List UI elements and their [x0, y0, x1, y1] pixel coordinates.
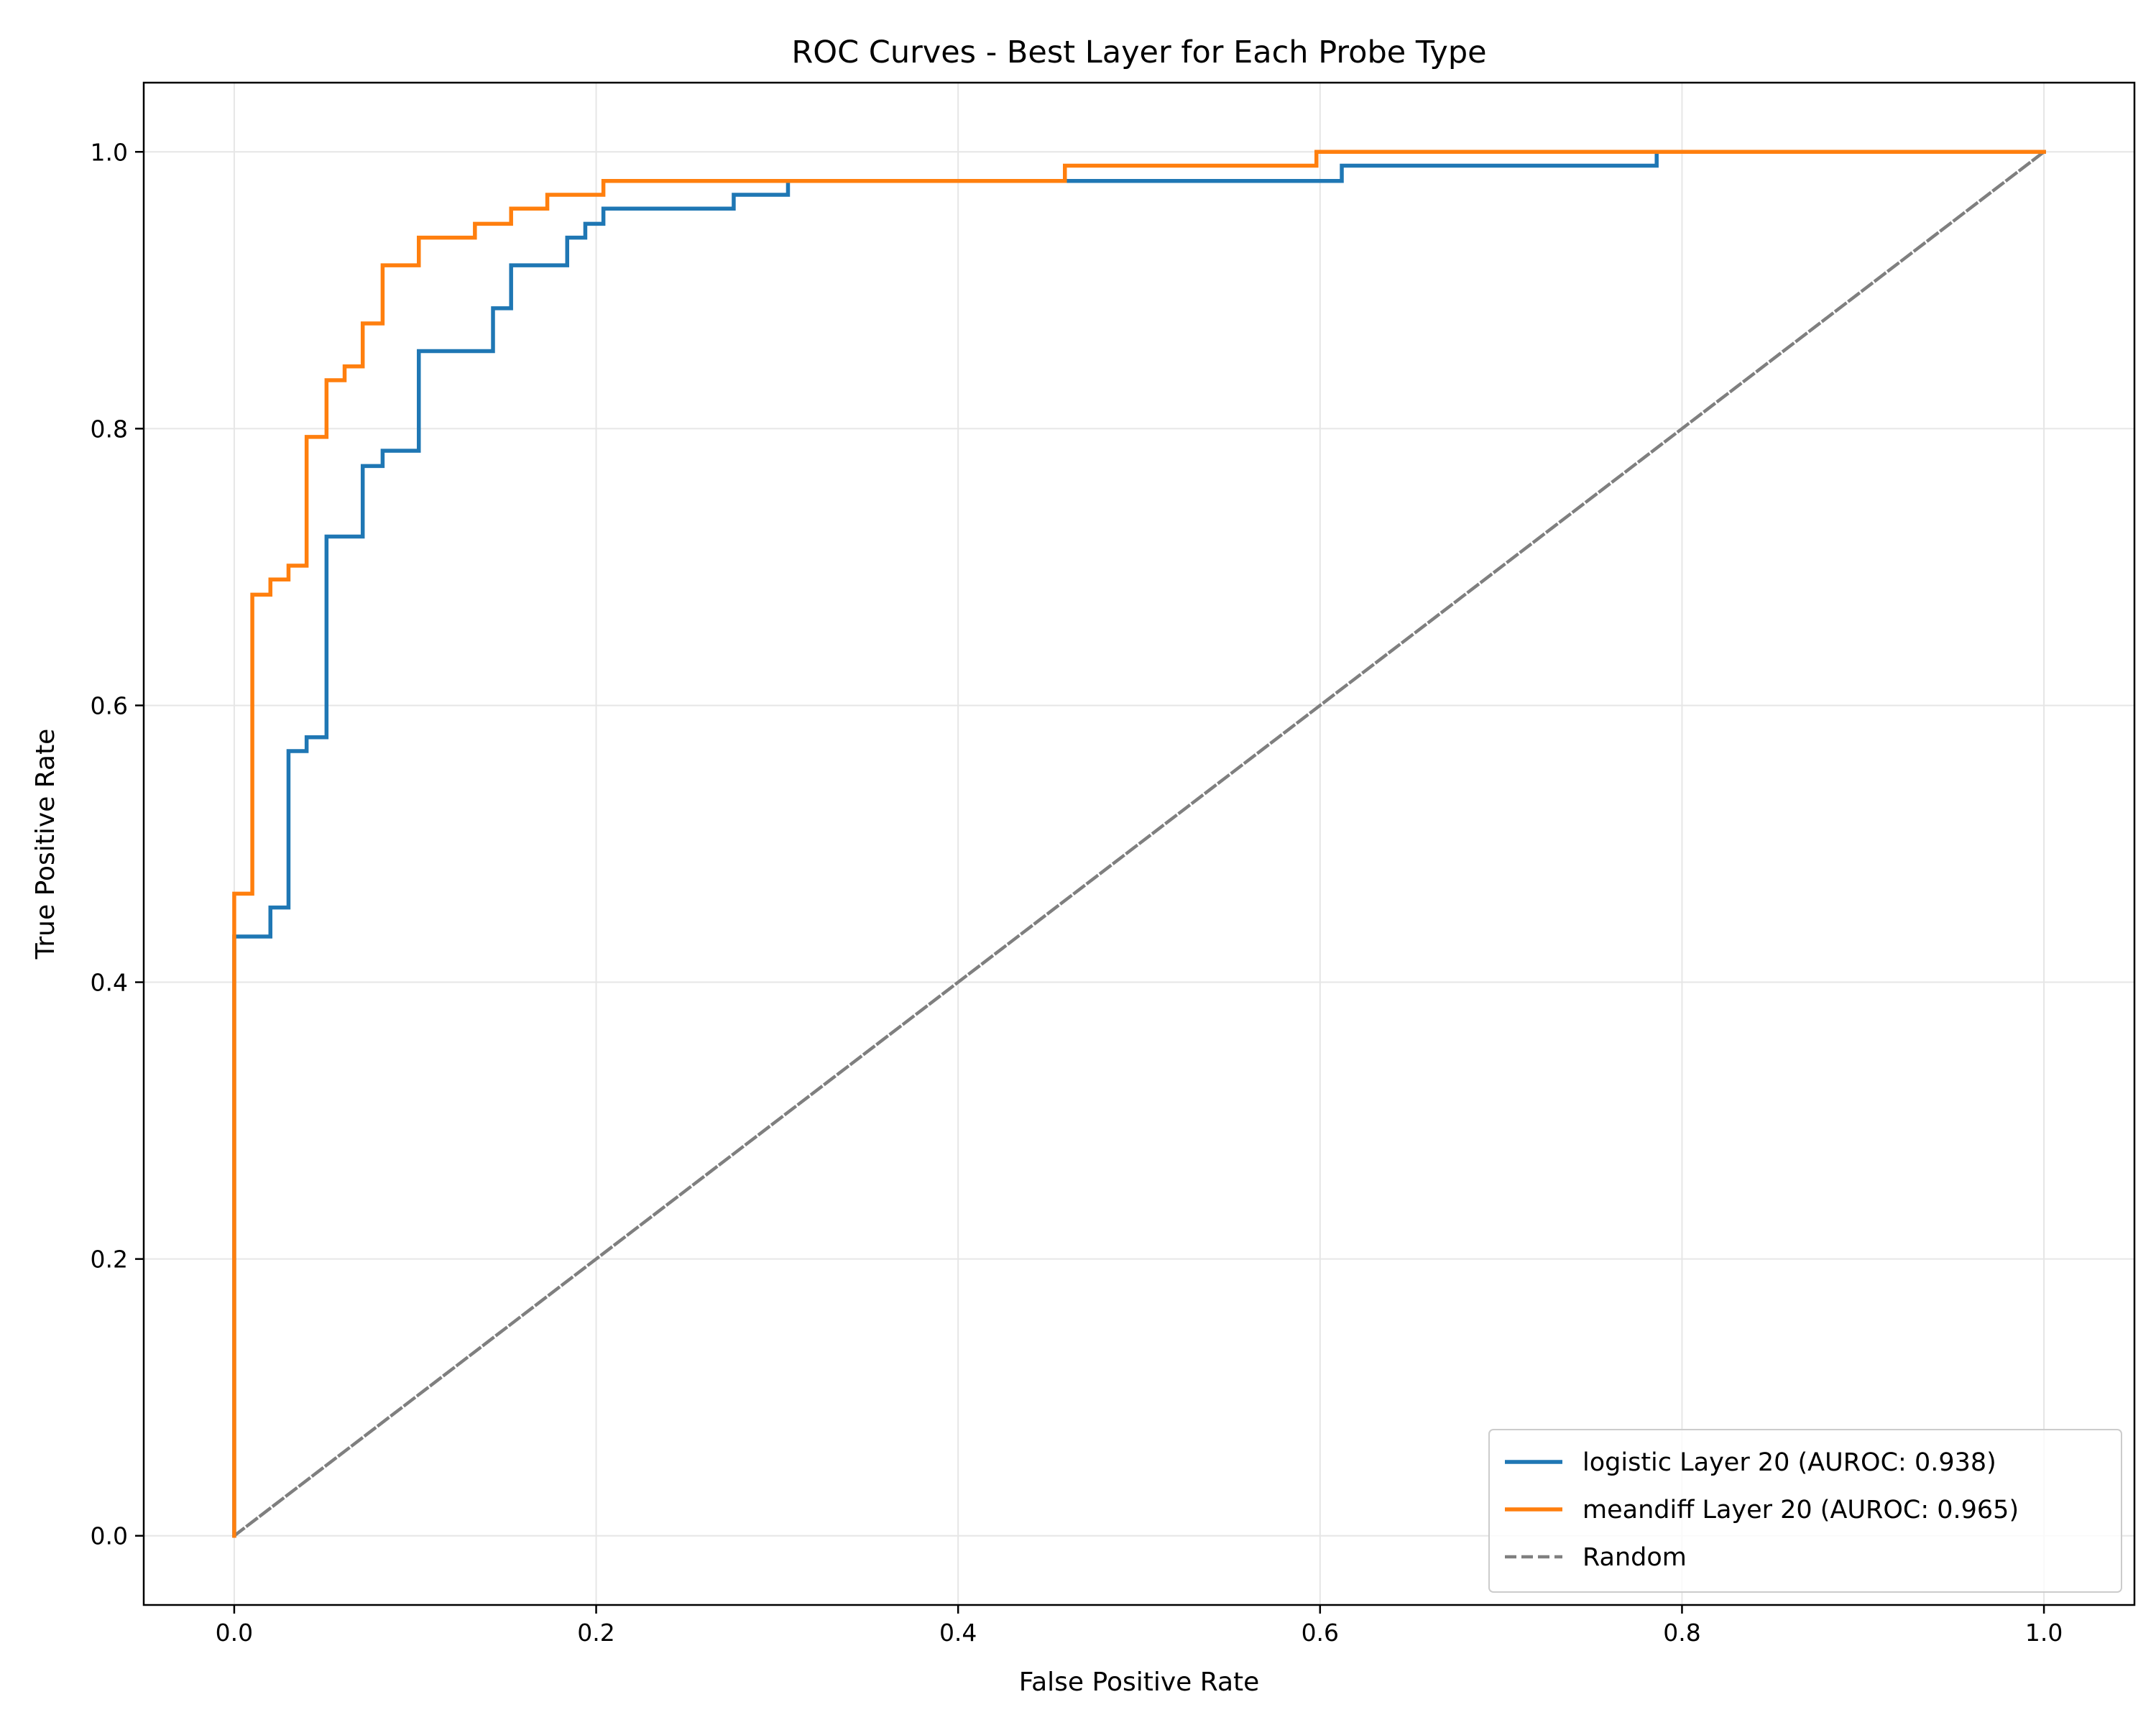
- legend: logistic Layer 20 (AUROC: 0.938) meandiff…: [1488, 1429, 2122, 1593]
- y-tick-label: 0.4: [91, 969, 128, 997]
- y-tick-label: 0.8: [91, 415, 128, 443]
- x-tick-label: 1.0: [2025, 1619, 2063, 1647]
- legend-label: meandiff Layer 20 (AUROC: 0.965): [1583, 1496, 2019, 1524]
- x-tick-label: 0.2: [577, 1619, 614, 1647]
- x-tick-label: 0.8: [1663, 1619, 1700, 1647]
- y-axis-label: True Positive Rate: [31, 729, 60, 960]
- x-axis-label: False Positive Rate: [1019, 1668, 1260, 1697]
- axis-ticks: 0.0 0.2 0.4 0.6 0.8 1.0 0.0 0.2 0.4 0.6 0.8 1.0: [91, 138, 2063, 1647]
- legend-label: Random: [1583, 1543, 1687, 1572]
- legend-label: logistic Layer 20 (AUROC: 0.938): [1583, 1448, 1996, 1477]
- y-tick-label: 0.2: [91, 1246, 128, 1274]
- plot-series: [231, 150, 2047, 1538]
- axes-frame: [142, 81, 2136, 1606]
- grid-lines: [144, 83, 2134, 1605]
- y-tick-label: 1.0: [91, 138, 128, 166]
- y-tick-label: 0.6: [91, 691, 128, 719]
- y-tick-label: 0.0: [91, 1522, 128, 1550]
- x-tick-label: 0.6: [1302, 1619, 1339, 1647]
- x-tick-label: 0.0: [216, 1619, 253, 1647]
- legend-box: [1488, 1429, 2122, 1593]
- series-line-random: [231, 150, 2047, 1538]
- chart-title: ROC Curves - Best Layer for Each Probe T…: [791, 34, 1486, 70]
- x-tick-label: 0.4: [939, 1619, 977, 1647]
- series-line-meandiff: [232, 150, 2046, 1538]
